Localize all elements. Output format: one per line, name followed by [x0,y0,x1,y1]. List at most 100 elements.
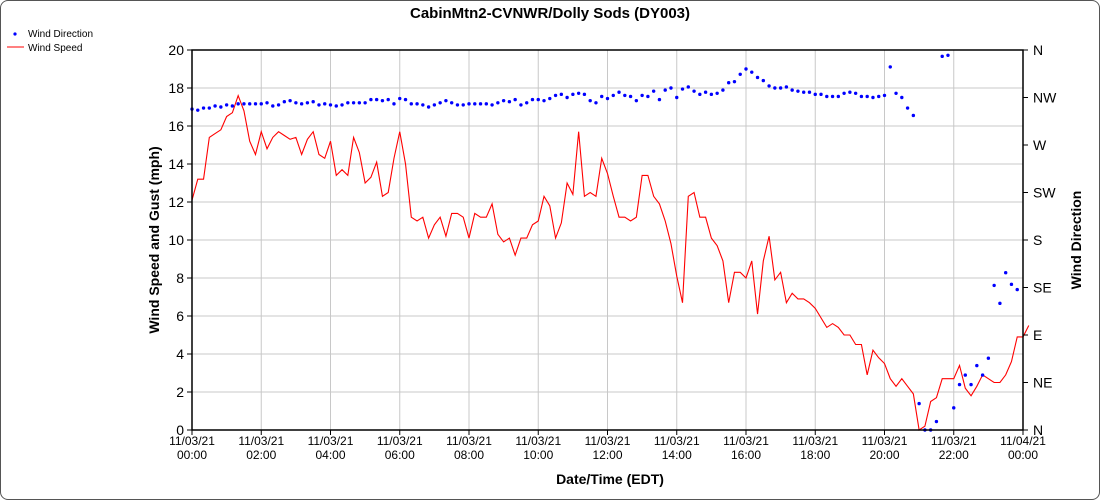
wind-direction-point [403,97,408,102]
wind-direction-point [796,89,800,93]
wind-direction-point [744,67,748,71]
wind-direction-point [346,101,350,105]
legend-direction-label: Wind Direction [28,29,93,40]
plot-border [191,49,1024,431]
y2-tick-label: N [1033,42,1043,58]
wind-direction-point [548,96,552,101]
wind-direction-point [934,419,939,424]
wind-direction-point [750,70,754,74]
y-tick-label: 16 [168,118,184,134]
legend-direction-marker [13,32,17,36]
wind-direction-point [773,86,777,90]
wind-direction-point [311,100,315,104]
wind-direction-point [271,104,275,108]
wind-direction-point [455,103,460,107]
x-tick-time: 14:00 [662,448,692,462]
wind-direction-point [299,102,304,106]
wind-direction-point [640,93,644,98]
wind-direction-point [501,98,506,103]
wind-direction-point [380,98,385,103]
y2-tick-label: W [1033,137,1047,153]
wind-direction-point [825,94,829,99]
wind-direction-point [438,101,442,105]
wind-direction-point [628,94,633,99]
wind-direction-point [409,102,413,106]
wind-direction-point [305,101,310,105]
wind-direction-point [426,105,431,109]
wind-direction-point [530,97,535,102]
x-axis-label: Date/Time (EDT) [556,471,664,487]
wind-direction-point [842,91,846,95]
wind-direction-point [571,92,575,97]
wind-direction-point [790,88,794,92]
wind-direction-point [224,103,229,107]
wind-direction-point [1009,282,1014,287]
wind-direction-point [715,91,719,95]
wind-direction-point [651,89,656,93]
x-tick-time: 10:00 [523,448,553,462]
wind-direction-point [542,98,546,103]
x-tick-date: 11/04/21 [1000,434,1046,448]
wind-direction-point [334,104,338,108]
wind-direction-point [871,95,875,100]
grid [191,49,1024,431]
wind-direction-point [802,90,806,94]
wind-direction-point [219,105,223,109]
wind-direction-point [525,101,529,105]
x-tick-date: 11/03/21 [377,434,423,448]
wind-direction-point [432,103,437,107]
wind-direction-point [196,108,200,112]
wind-direction-point [703,90,708,94]
y-tick-label: 2 [176,384,184,400]
wind-direction-point [421,103,425,107]
wind-direction-point [998,301,1002,306]
wind-direction-point [536,97,540,102]
x-tick-date: 11/03/21 [862,434,908,448]
wind-direction-point [317,103,321,107]
wind-direction-point [282,100,287,104]
y2-tick-label: NW [1033,90,1057,106]
wind-direction-point [374,97,379,102]
wind-direction-point [709,92,714,97]
wind-direction-point [692,89,696,93]
wind-direction-point [473,102,477,106]
wind-direction-point [767,84,771,88]
wind-direction-point [588,98,592,103]
wind-direction-point [853,91,858,95]
wind-direction-point [582,92,587,97]
wind-direction-point [940,54,944,59]
x-tick-time: 22:00 [939,448,969,462]
wind-direction-point [461,103,465,107]
wind-direction-point [957,382,962,387]
y-tick-label: 0 [176,422,184,438]
x-tick-time: 00:00 [177,448,207,462]
x-tick-time: 02:00 [246,448,276,462]
wind-direction-point [611,93,615,98]
wind-direction-point [992,283,996,288]
wind-direction-point [513,97,517,102]
y-tick-label: 6 [176,308,184,324]
legend: Wind Direction Wind Speed [7,29,93,54]
wind-direction-point [634,98,639,103]
x-tick-date: 11/03/21 [169,434,215,448]
y-tick-label: 18 [168,80,184,96]
wind-direction-point [467,102,471,106]
wind-direction-point [623,93,627,98]
wind-direction-point [1015,287,1019,292]
wind-direction-point [565,95,569,100]
axes: 02468101214161820NNEESESSWWNWN11/03/2100… [168,42,1057,462]
wind-direction-point [253,102,258,106]
wind-direction-point [478,102,483,106]
wind-direction-point [496,101,500,105]
wind-direction-point [553,93,558,98]
wind-direction-point [721,88,725,92]
x-tick-date: 11/03/21 [931,434,977,448]
y2-tick-label: SW [1033,185,1056,201]
wind-direction-point [490,103,494,107]
wind-direction-point [975,363,979,368]
wind-direction-point [900,95,904,100]
wind-direction-point [663,88,667,92]
wind-direction-point [594,101,598,105]
x-tick-time: 18:00 [800,448,830,462]
wind-direction-point [830,94,835,99]
